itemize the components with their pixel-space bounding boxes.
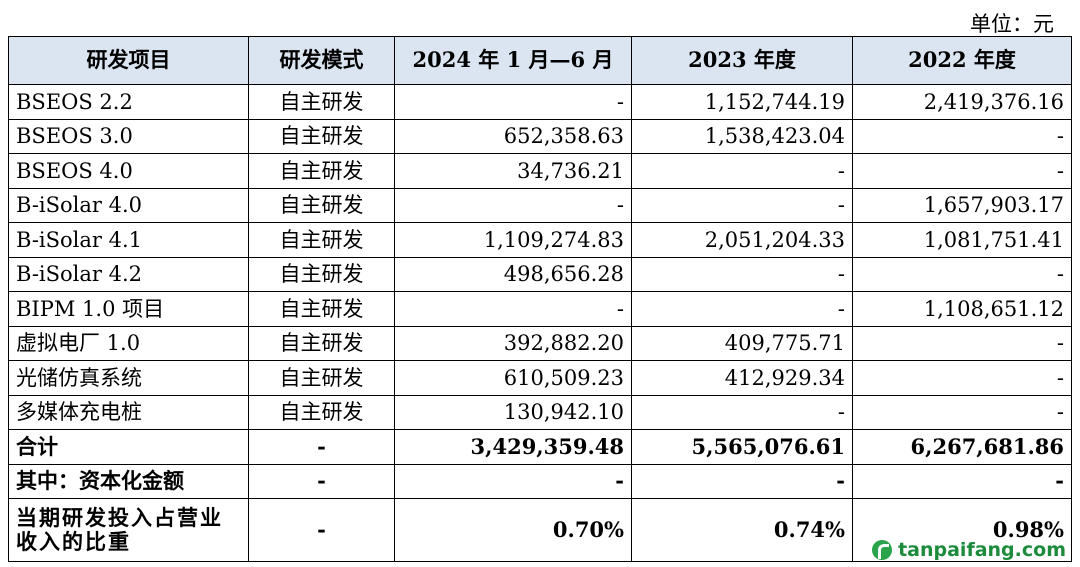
ratio-label: 当期研发投入占营业收入的比重: [8, 498, 249, 562]
amount-2022-cell: -: [852, 394, 1072, 430]
rd-mode-cell: 自主研发: [248, 325, 395, 361]
table-row: 光储仿真系统 自主研发 610,509.23 412,929.34-: [8, 360, 1072, 396]
ratio-2022: 0.98%: [852, 498, 1072, 562]
amount-2023-cell: 1,538,423.04: [631, 118, 853, 154]
column-header: 2023 年度: [631, 36, 853, 85]
rd-mode-cell: 自主研发: [248, 222, 395, 258]
column-header: 2024 年 1 月—6 月: [394, 36, 632, 85]
amount-2022-cell: 1,108,651.12: [852, 291, 1072, 327]
amount-2024h1-cell: 652,358.63: [394, 118, 632, 154]
amount-2022-cell: 1,081,751.41: [852, 222, 1072, 258]
amount-2022-cell: 1,657,903.17: [852, 187, 1072, 223]
amount-2024h1-cell: 1,109,274.83: [394, 222, 632, 258]
rd-mode-cell: 自主研发: [248, 153, 395, 189]
amount-2023-cell: 1,152,744.19: [631, 84, 853, 120]
table-row: BSEOS 3.0 自主研发 652,358.63 1,538,423.04-: [8, 118, 1072, 154]
rd-projects-table: 研发项目 研发模式 2024 年 1 月—6 月 2023 年度 2022 年度…: [8, 36, 1072, 562]
unit-label: 单位：元: [970, 12, 1054, 36]
project-name-cell: 多媒体充电桩: [8, 394, 249, 430]
amount-2024h1-cell: 610,509.23: [394, 360, 632, 396]
total-label: 合计: [8, 429, 249, 465]
ratio-2024h1: 0.70%: [394, 498, 632, 562]
amount-2023-cell: 2,051,204.33: [631, 222, 853, 258]
column-header: 研发模式: [248, 36, 395, 85]
amount-2022-cell: 2,419,376.16: [852, 84, 1072, 120]
rd-mode-cell: 自主研发: [248, 256, 395, 292]
project-name-cell: B-iSolar 4.2: [8, 256, 249, 292]
amount-2022-cell: -: [852, 256, 1072, 292]
amount-2024h1-cell: 130,942.10: [394, 394, 632, 430]
amount-2022-cell: -: [852, 325, 1072, 361]
amount-2022-cell: -: [852, 118, 1072, 154]
capitalized-mode: -: [248, 463, 395, 499]
project-name-cell: BIPM 1.0 项目: [8, 291, 249, 327]
capitalized-2022: -: [852, 463, 1072, 499]
capitalized-2024h1: -: [394, 463, 632, 499]
total-row: 合计 - 3,429,359.48 5,565,076.61 6,267,681…: [8, 429, 1072, 465]
capitalized-row: 其中：资本化金额 - - - -: [8, 463, 1072, 499]
leaf-logo-icon: [872, 540, 893, 560]
project-name-cell: BSEOS 3.0: [8, 118, 249, 154]
amount-2023-cell: -: [631, 153, 853, 189]
table-row: B-iSolar 4.2 自主研发 498,656.28- -: [8, 256, 1072, 292]
project-name-cell: BSEOS 4.0: [8, 153, 249, 189]
amount-2024h1-cell: -: [394, 187, 632, 223]
table-row: B-iSolar 4.1 自主研发 1,109,274.83 2,051,204.33…: [8, 222, 1072, 258]
amount-2023-cell: -: [631, 256, 853, 292]
rd-mode-cell: 自主研发: [248, 394, 395, 430]
amount-2022-cell: -: [852, 360, 1072, 396]
table-row: BSEOS 4.0 自主研发 34,736.21- -: [8, 153, 1072, 189]
amount-2023-cell: -: [631, 394, 853, 430]
watermark-text: tanpaifang.com: [898, 539, 1066, 561]
table-header-row: 研发项目 研发模式 2024 年 1 月—6 月 2023 年度 2022 年度: [8, 36, 1072, 85]
ratio-mode: -: [248, 498, 395, 562]
rd-mode-cell: 自主研发: [248, 187, 395, 223]
amount-2024h1-cell: -: [394, 291, 632, 327]
total-2023: 5,565,076.61: [631, 429, 853, 465]
project-name-cell: B-iSolar 4.0: [8, 187, 249, 223]
project-name-cell: 光储仿真系统: [8, 360, 249, 396]
watermark: tanpaifang.com: [872, 539, 1066, 561]
rd-mode-cell: 自主研发: [248, 84, 395, 120]
total-mode: -: [248, 429, 395, 465]
amount-2023-cell: -: [631, 187, 853, 223]
project-name-cell: BSEOS 2.2: [8, 84, 249, 120]
project-name-cell: 虚拟电厂 1.0: [8, 325, 249, 361]
amount-2023-cell: -: [631, 291, 853, 327]
table-row: B-iSolar 4.0 自主研发 - -1,657,903.17: [8, 187, 1072, 223]
table-row: 多媒体充电桩 自主研发 130,942.10- -: [8, 394, 1072, 430]
capitalized-label: 其中：资本化金额: [8, 463, 249, 499]
amount-2023-cell: 412,929.34: [631, 360, 853, 396]
amount-2022-cell: -: [852, 153, 1072, 189]
total-2022: 6,267,681.86: [852, 429, 1072, 465]
table-row: BIPM 1.0 项目 自主研发 - -1,108,651.12: [8, 291, 1072, 327]
ratio-row: 当期研发投入占营业收入的比重 - 0.70% 0.74% 0.98%: [8, 498, 1072, 562]
amount-2024h1-cell: 34,736.21: [394, 153, 632, 189]
amount-2024h1-cell: 392,882.20: [394, 325, 632, 361]
capitalized-2023: -: [631, 463, 853, 499]
ratio-2023: 0.74%: [631, 498, 853, 562]
total-2024h1: 3,429,359.48: [394, 429, 632, 465]
amount-2023-cell: 409,775.71: [631, 325, 853, 361]
column-header: 研发项目: [8, 36, 249, 85]
column-header: 2022 年度: [852, 36, 1072, 85]
rd-mode-cell: 自主研发: [248, 118, 395, 154]
amount-2024h1-cell: -: [394, 84, 632, 120]
table-body: BSEOS 2.2 自主研发 -1,152,744.19 2,419,376.16 BS…: [8, 84, 1072, 430]
rd-mode-cell: 自主研发: [248, 360, 395, 396]
project-name-cell: B-iSolar 4.1: [8, 222, 249, 258]
amount-2024h1-cell: 498,656.28: [394, 256, 632, 292]
table-row: BSEOS 2.2 自主研发 -1,152,744.19 2,419,376.16: [8, 84, 1072, 120]
rd-mode-cell: 自主研发: [248, 291, 395, 327]
table-row: 虚拟电厂 1.0 自主研发 392,882.20 409,775.71-: [8, 325, 1072, 361]
